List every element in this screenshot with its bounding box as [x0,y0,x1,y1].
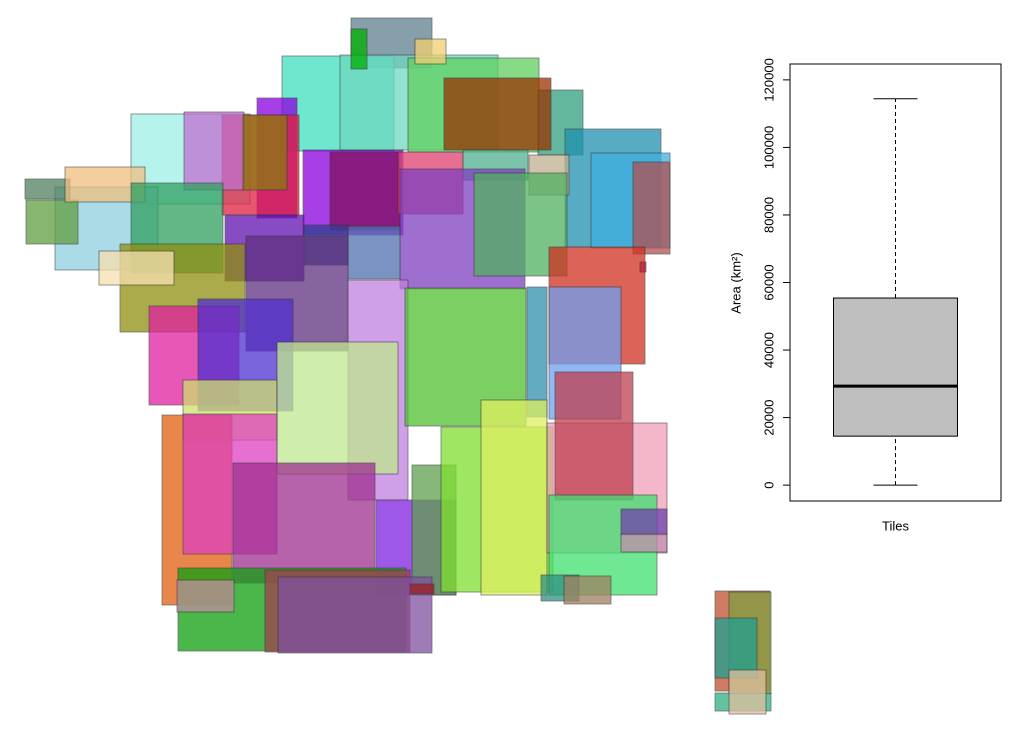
tile [276,341,399,475]
y-tick-label: 120000 [761,58,776,101]
tile [409,583,435,595]
x-tick-label: Tiles [882,518,909,533]
tile [526,286,548,418]
tile [639,261,647,273]
tile-map [24,17,772,715]
tile [329,151,401,231]
y-tick-label: 60000 [761,264,776,300]
tile [714,617,758,679]
y-tick-label: 0 [761,482,776,489]
tile [632,161,671,255]
tile [480,399,548,596]
tile [414,38,447,65]
y-tick-label: 100000 [761,126,776,169]
box [833,297,958,437]
tile [563,575,612,605]
tile [176,579,235,613]
tile [350,28,368,70]
tile [620,508,668,536]
y-tick-label: 40000 [761,332,776,368]
y-tick-label: 80000 [761,197,776,233]
tile [620,533,668,553]
tile [24,178,71,200]
tile [242,114,288,191]
tile [347,225,401,280]
y-axis-label: Area (km²) [728,252,743,313]
tile [183,111,245,191]
y-tick-label: 20000 [761,400,776,436]
tile [98,250,175,286]
tile [25,199,79,245]
tile [728,669,767,715]
tile [443,77,552,151]
tile [554,371,634,501]
tile [232,462,376,584]
tile [277,576,433,654]
